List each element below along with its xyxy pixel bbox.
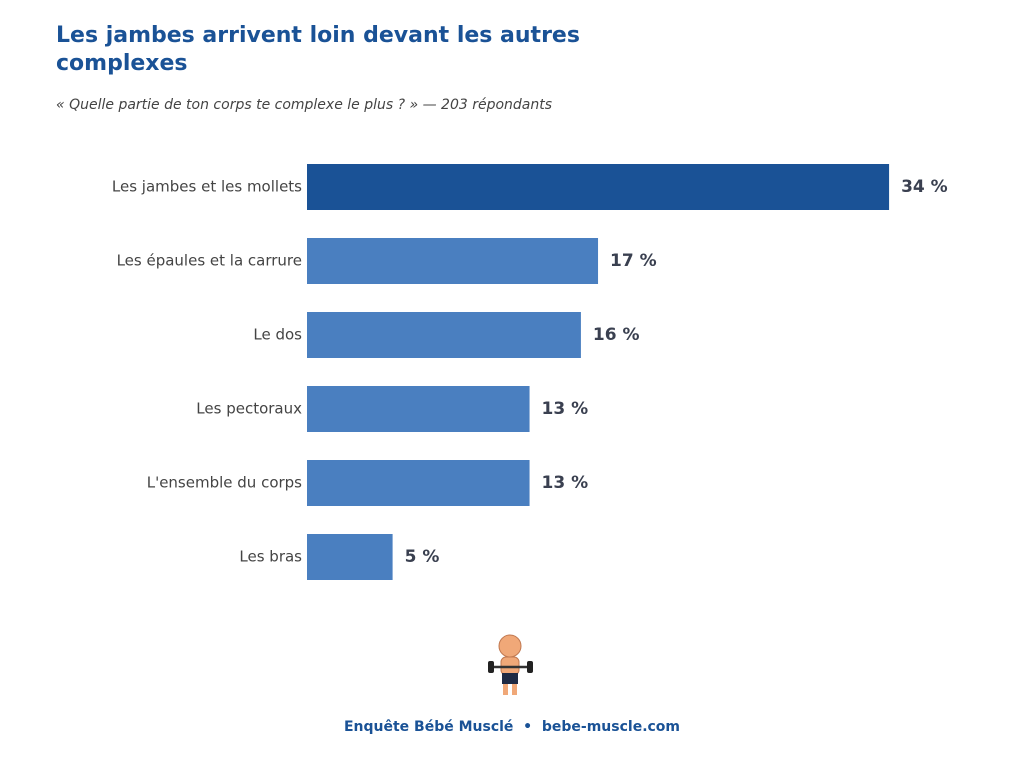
- category-label: L'ensemble du corps: [147, 474, 302, 492]
- category-label: Les jambes et les mollets: [112, 178, 302, 196]
- bar: [307, 238, 599, 284]
- value-label: 13 %: [542, 399, 589, 419]
- bar: [307, 164, 890, 210]
- bar: [307, 460, 530, 506]
- value-label: 16 %: [593, 325, 640, 345]
- chart-subtitle: « Quelle partie de ton corps te complexe…: [56, 97, 553, 113]
- category-label: Les bras: [239, 548, 302, 566]
- bar: [307, 312, 581, 358]
- value-label: 17 %: [610, 251, 657, 271]
- value-label: 5 %: [405, 547, 440, 567]
- bar: [307, 386, 530, 432]
- category-label: Le dos: [253, 326, 302, 344]
- bar: [307, 534, 393, 580]
- value-label: 34 %: [901, 177, 948, 197]
- mascot-icon: [488, 634, 533, 695]
- footer: Enquête Bébé Musclé • bebe-muscle.com: [344, 719, 680, 735]
- chart-title: Les jambes arrivent loin devant les autr…: [56, 23, 580, 76]
- value-label: 13 %: [542, 473, 589, 493]
- category-label: Les épaules et la carrure: [117, 252, 302, 270]
- category-label: Les pectoraux: [196, 400, 302, 418]
